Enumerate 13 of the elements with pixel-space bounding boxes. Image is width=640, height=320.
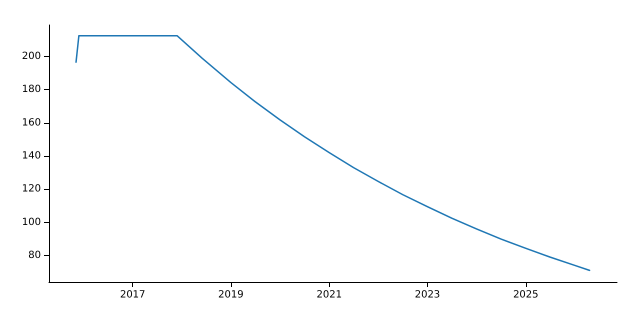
y-tick-label: 100 — [22, 216, 41, 228]
x-tick-label: 2023 — [414, 290, 440, 300]
y-tick-label: 80 — [28, 250, 41, 261]
x-tick-label: 2017 — [120, 290, 146, 300]
y-tick-label: 120 — [22, 184, 41, 195]
y-tick-label: 160 — [22, 117, 41, 128]
y-tick-label: 180 — [22, 84, 41, 96]
line-series — [75, 35, 590, 272]
y-tick-label: 140 — [22, 150, 41, 162]
y-tick-label: 200 — [22, 51, 41, 62]
x-tick-label: 2025 — [513, 290, 539, 300]
x-tick-label: 2021 — [316, 290, 342, 300]
x-tick-label: 2019 — [218, 290, 244, 300]
